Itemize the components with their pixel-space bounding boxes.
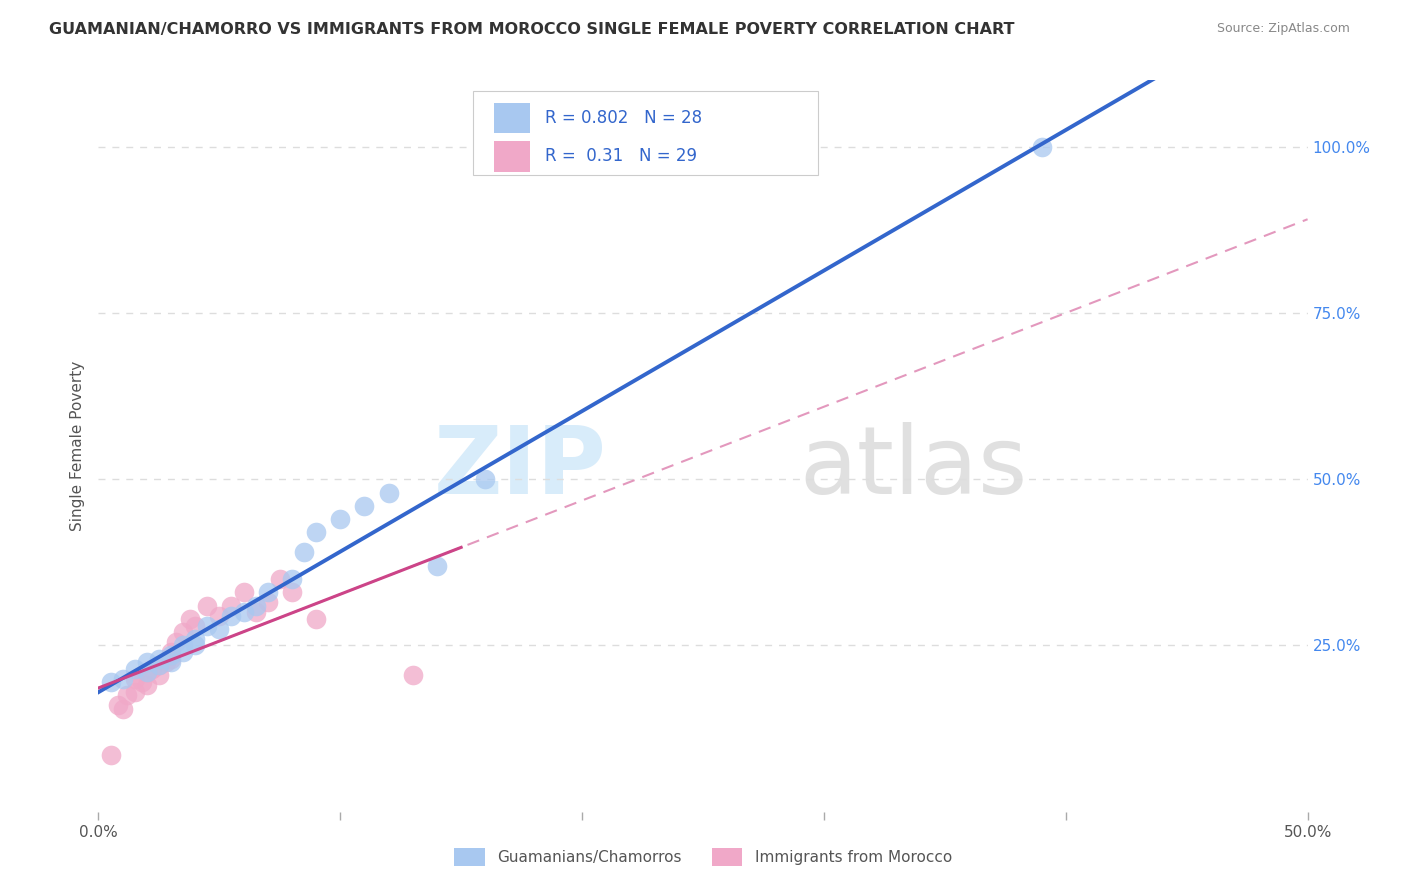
Point bbox=[124, 662, 146, 676]
Point bbox=[111, 672, 134, 686]
Text: ZIP: ZIP bbox=[433, 422, 606, 514]
Point bbox=[107, 698, 129, 713]
Point bbox=[135, 665, 157, 679]
Point bbox=[160, 652, 183, 666]
Point bbox=[148, 658, 170, 673]
Point bbox=[305, 612, 328, 626]
Point bbox=[377, 485, 399, 500]
Point bbox=[131, 675, 153, 690]
Point bbox=[148, 658, 170, 673]
Point bbox=[135, 665, 157, 679]
Point bbox=[165, 635, 187, 649]
Point bbox=[141, 662, 163, 676]
Point bbox=[402, 668, 425, 682]
Legend: Guamanians/Chamorros, Immigrants from Morocco: Guamanians/Chamorros, Immigrants from Mo… bbox=[454, 847, 952, 866]
Point bbox=[245, 599, 267, 613]
Point bbox=[160, 648, 183, 663]
FancyBboxPatch shape bbox=[494, 103, 530, 133]
Point bbox=[184, 639, 207, 653]
Point bbox=[148, 652, 170, 666]
Point bbox=[232, 585, 254, 599]
Point bbox=[221, 599, 243, 613]
Point bbox=[135, 678, 157, 692]
Point bbox=[100, 748, 122, 763]
Point bbox=[1031, 140, 1053, 154]
Point bbox=[160, 645, 183, 659]
Point bbox=[148, 668, 170, 682]
FancyBboxPatch shape bbox=[474, 91, 818, 176]
Point bbox=[172, 645, 194, 659]
Point bbox=[100, 675, 122, 690]
Point bbox=[221, 608, 243, 623]
Point bbox=[184, 632, 207, 646]
Point bbox=[474, 472, 496, 486]
Point bbox=[232, 605, 254, 619]
Point bbox=[256, 585, 278, 599]
Point bbox=[245, 605, 267, 619]
Text: R =  0.31   N = 29: R = 0.31 N = 29 bbox=[544, 147, 696, 165]
Point bbox=[172, 625, 194, 640]
Point bbox=[111, 701, 134, 715]
Point bbox=[269, 572, 291, 586]
Point bbox=[329, 512, 352, 526]
Text: atlas: atlas bbox=[800, 422, 1028, 514]
Point bbox=[184, 618, 207, 632]
Point bbox=[281, 572, 304, 586]
Text: GUAMANIAN/CHAMORRO VS IMMIGRANTS FROM MOROCCO SINGLE FEMALE POVERTY CORRELATION : GUAMANIAN/CHAMORRO VS IMMIGRANTS FROM MO… bbox=[49, 22, 1015, 37]
Point bbox=[124, 672, 146, 686]
FancyBboxPatch shape bbox=[494, 141, 530, 171]
Point bbox=[117, 689, 139, 703]
Point bbox=[208, 608, 231, 623]
Point bbox=[256, 595, 278, 609]
Point bbox=[353, 499, 375, 513]
Point bbox=[135, 655, 157, 669]
Y-axis label: Single Female Poverty: Single Female Poverty bbox=[69, 361, 84, 531]
Text: R = 0.802   N = 28: R = 0.802 N = 28 bbox=[544, 109, 702, 127]
Point bbox=[179, 612, 201, 626]
Point bbox=[292, 545, 315, 559]
Point bbox=[195, 599, 218, 613]
Point bbox=[155, 655, 177, 669]
Point bbox=[160, 655, 183, 669]
Point bbox=[195, 618, 218, 632]
Point bbox=[305, 525, 328, 540]
Point bbox=[426, 558, 449, 573]
Point bbox=[208, 622, 231, 636]
Point bbox=[124, 685, 146, 699]
Point bbox=[172, 639, 194, 653]
Point bbox=[281, 585, 304, 599]
Text: Source: ZipAtlas.com: Source: ZipAtlas.com bbox=[1216, 22, 1350, 36]
